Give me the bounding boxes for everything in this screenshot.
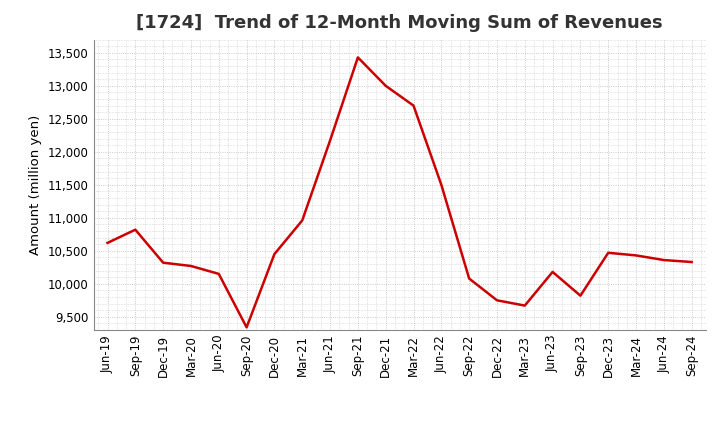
Title: [1724]  Trend of 12-Month Moving Sum of Revenues: [1724] Trend of 12-Month Moving Sum of R…	[136, 15, 663, 33]
Y-axis label: Amount (million yen): Amount (million yen)	[30, 115, 42, 255]
